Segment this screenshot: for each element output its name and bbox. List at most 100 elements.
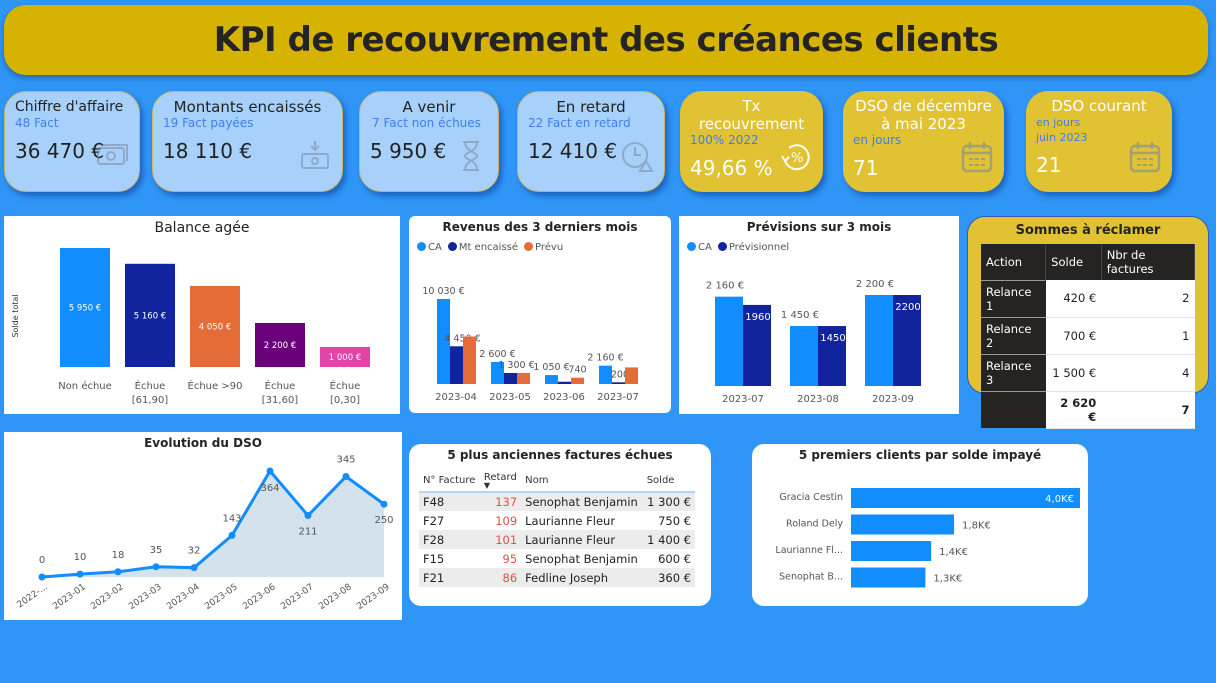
balance-agee-chart[interactable]: Balance agée Solde total 5 950 € Non échue… <box>4 216 400 414</box>
cell-solde: 1 500 € <box>1045 354 1102 392</box>
kpi-card[interactable]: En retard 22 Fact en retard 12 410 € <box>517 91 665 192</box>
kpi-subtitle: 100% 2022 <box>690 133 759 147</box>
cell-retard: 101 <box>479 530 522 549</box>
legend-marker <box>417 242 426 251</box>
table-row[interactable]: F21 86 Fedline Joseph 360 € <box>419 568 695 587</box>
kpi-card[interactable]: DSO courant en jours juin 2023 21 <box>1026 91 1172 192</box>
cell-action: Relance 3 <box>981 353 1046 391</box>
col-header-label: Solde <box>646 475 675 486</box>
cell-retard: 95 <box>502 551 518 566</box>
table-row[interactable]: F15 95 Senophat Benjamin 600 € <box>419 549 695 568</box>
bar-mt-encaissé <box>558 381 571 384</box>
data-point <box>380 500 388 508</box>
col-header[interactable]: Action <box>981 244 1047 280</box>
cell-total-count: 7 <box>1101 391 1195 429</box>
bar-ca <box>865 295 893 386</box>
bar-data-label: 5 160 € <box>134 311 166 321</box>
cell-invoice: F27 <box>423 513 445 528</box>
revenus-chart[interactable]: Revenus des 3 derniers mois CA Mt encaiss… <box>409 216 671 413</box>
x-tick-label: Échue <box>330 379 361 392</box>
bar <box>851 541 932 561</box>
bar-data-label: 10 030 € <box>422 286 464 297</box>
y-tick-label: Laurianne Fl... <box>775 545 843 556</box>
dashboard-header: KPI de recouvrement des créances clients <box>4 5 1208 75</box>
bar-data-label: 1,4K€ <box>939 547 968 558</box>
col-header[interactable]: Solde <box>642 470 695 493</box>
top-clients-chart[interactable]: 5 premiers clients par solde impayé Grac… <box>752 444 1088 606</box>
x-tick-label: [61,90] <box>132 395 169 406</box>
col-header-label: Retard <box>483 472 517 483</box>
panel-title: 5 plus anciennes factures échues <box>447 448 673 462</box>
kpi-subtitle-2: juin 2023 <box>1036 131 1088 144</box>
bar-data-label: 200 € <box>611 369 638 380</box>
x-tick-label: 2023-09 <box>355 582 392 612</box>
area-fill <box>42 471 384 577</box>
hourglass-icon <box>463 141 479 171</box>
svg-text:%: % <box>791 151 803 166</box>
point-data-label: 345 <box>336 455 355 466</box>
legend-label: Prévisionnel <box>728 242 790 253</box>
page-title: KPI de recouvrement des créances clients <box>213 20 999 60</box>
table-row: Relance 2 700 €1 <box>981 316 1195 355</box>
kpi-title: Tx recouvrement <box>698 97 805 133</box>
col-header[interactable]: N° Facture <box>419 470 480 493</box>
legend-item[interactable]: Mt encaissé <box>447 242 519 253</box>
point-data-label: 32 <box>188 546 201 557</box>
x-tick-label: Échue <box>135 379 166 392</box>
chart-legend: CA Mt encaissé Prévu <box>409 242 671 253</box>
bar-data-label: 2 160 € <box>587 353 623 364</box>
bar-data-label: 1 000 € <box>329 353 361 363</box>
x-tick-label: 2023-08 <box>317 582 354 612</box>
cell-count: 2 <box>1101 280 1195 318</box>
table-row: Relance 1 420 €2 <box>981 279 1195 318</box>
x-tick-label: [31,60] <box>262 395 299 406</box>
col-header[interactable]: Nom <box>521 470 643 493</box>
bar-prévisionnel <box>818 326 846 386</box>
legend-marker <box>687 242 696 251</box>
data-point <box>342 473 350 481</box>
bar-data-label: 1 300 € <box>498 360 534 371</box>
bar-data-label: 2 200 € <box>856 279 894 290</box>
bar-prévu <box>517 372 530 384</box>
col-header[interactable]: Retard ▼ <box>479 470 522 493</box>
x-tick-label: 2022-... <box>16 582 50 610</box>
legend-item[interactable]: CA <box>687 242 712 253</box>
data-point <box>304 512 312 520</box>
kpi-value: 12 410 € <box>528 139 618 163</box>
kpi-card[interactable]: Chiffre d'affaire 48 Fact 36 470 € <box>4 91 140 192</box>
table-row[interactable]: F27 109 Laurianne Fleur 750 € <box>419 511 695 530</box>
kpi-subtitle: 22 Fact en retard <box>528 116 631 130</box>
kpi-subtitle: en jours <box>1036 116 1081 129</box>
bar-prévisionnel <box>743 304 771 386</box>
dso-evolution-chart[interactable]: Evolution du DSO 0 2022-... 10 2023-01 18 202… <box>4 432 402 620</box>
bar <box>851 488 1080 508</box>
kpi-card[interactable]: A venir 7 Fact non échues 5 950 € <box>359 91 499 192</box>
x-tick-label: 2023-07 <box>722 394 764 405</box>
calendar-icon <box>961 142 993 173</box>
legend-item[interactable]: CA <box>417 242 442 253</box>
col-header[interactable]: Solde <box>1045 244 1102 280</box>
bar <box>60 248 110 367</box>
legend-label: Mt encaissé <box>458 242 519 253</box>
bar-data-label: 1450 <box>820 333 845 344</box>
legend-item[interactable]: Prévu <box>524 242 563 253</box>
kpi-subtitle: 19 Fact payées <box>163 116 254 130</box>
x-tick-label: [0,30] <box>330 395 360 406</box>
x-tick-label: 2023-05 <box>489 392 531 403</box>
legend-item[interactable]: Prévisionnel <box>717 242 790 253</box>
bar-data-label: 2200 <box>895 302 920 313</box>
kpi-card[interactable]: DSO de décembre à mai 2023 en jours 71 <box>843 91 1004 192</box>
legend-marker <box>717 242 727 251</box>
point-data-label: 18 <box>112 550 125 561</box>
data-point <box>266 467 274 475</box>
cell-total-solde: 2 620 € <box>1045 391 1102 429</box>
col-header[interactable]: Nbr de factures <box>1101 244 1196 280</box>
kpi-value: 5 950 € <box>370 139 447 163</box>
kpi-card[interactable]: Tx recouvrement 100% 2022 49,66 %% <box>680 91 823 192</box>
point-data-label: 0 <box>39 555 45 566</box>
table-row[interactable]: F48 137 Senophat Benjamin 1 300 € <box>419 492 695 511</box>
table-row[interactable]: F28 101 Laurianne Fleur 1 400 € <box>419 530 695 549</box>
kpi-card[interactable]: Montants encaissés 19 Fact payées 18 110 € <box>152 91 343 192</box>
previsions-chart[interactable]: Prévisions sur 3 mois CA Prévisionnel 2 1… <box>679 216 959 414</box>
sort-desc-icon[interactable]: ▼ <box>483 481 491 490</box>
